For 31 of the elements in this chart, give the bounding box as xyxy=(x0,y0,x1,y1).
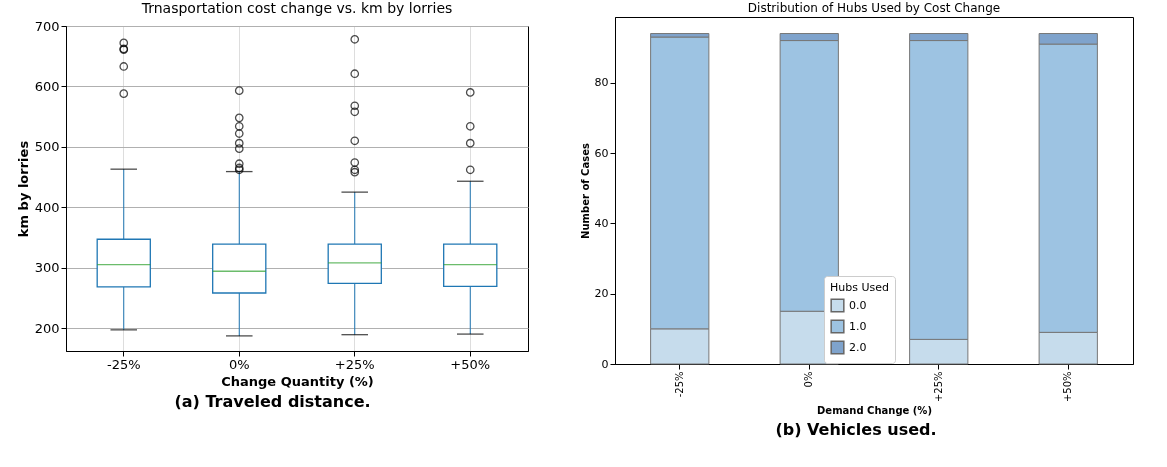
y-tick-label: 700 xyxy=(34,18,60,34)
y-tick-label: 80 xyxy=(594,76,608,90)
legend-title: Hubs Used xyxy=(829,281,889,294)
y-tick-label: 400 xyxy=(34,199,60,215)
y-tick-label: 40 xyxy=(594,216,608,230)
y-tick-label: 20 xyxy=(594,287,608,301)
x-tick-label: 0% xyxy=(802,371,814,388)
y-tick-label: 500 xyxy=(34,139,60,155)
y-axis-title: km by lorries xyxy=(15,140,31,238)
legend-label: 1.0 xyxy=(848,319,866,333)
y-axis-title: Number of Cases xyxy=(579,143,590,239)
text: (a) Traveled distance. xyxy=(174,392,371,411)
y-tick-label: 200 xyxy=(34,320,60,336)
y-tick-label: 300 xyxy=(34,260,60,276)
text: (b) Vehicles used. xyxy=(775,420,937,439)
x-tick-label: +50% xyxy=(1061,371,1073,403)
y-tick-label: 600 xyxy=(34,78,60,94)
x-tick-label: -25% xyxy=(106,356,141,372)
x-tick-label: 0% xyxy=(228,356,250,372)
chart-title: Trnasportation cost change vs. km by lorries xyxy=(140,0,453,16)
x-tick-label: +25% xyxy=(932,371,944,403)
y-tick-label: 0 xyxy=(601,357,608,371)
x-tick-label: +25% xyxy=(334,356,375,372)
legend-label: 0.0 xyxy=(848,298,866,312)
x-tick-label: +50% xyxy=(450,356,491,372)
x-tick-label: -25% xyxy=(673,371,685,398)
chart-title: Distribution of Hubs Used by Cost Change xyxy=(747,1,1000,15)
x-axis-title: Demand Change (%) xyxy=(816,405,932,417)
x-axis-title: Change Quantity (%) xyxy=(221,373,374,389)
legend-label: 2.0 xyxy=(848,340,866,354)
y-tick-label: 60 xyxy=(594,146,608,160)
